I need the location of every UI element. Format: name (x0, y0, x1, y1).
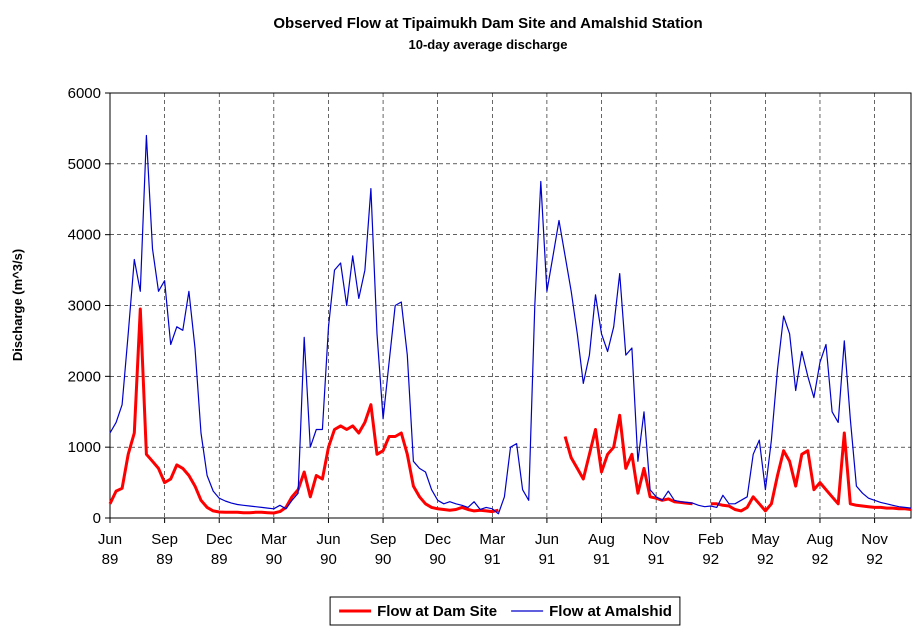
x-tick-label: Nov 92 (861, 531, 888, 568)
x-tick-label: Jun 89 (98, 531, 122, 568)
chart-subtitle: 10-day average discharge (409, 37, 568, 52)
y-tick-label: 1000 (68, 439, 101, 456)
x-tick-label: Jun 91 (535, 531, 559, 568)
series-line (108, 307, 912, 515)
x-tick-label: Nov 91 (643, 531, 670, 568)
y-tick-label: 2000 (68, 368, 101, 385)
x-tick-label: Dec 90 (424, 531, 451, 568)
chart-title: Observed Flow at Tipaimukh Dam Site and … (273, 15, 702, 32)
x-tick-label: Mar 90 (261, 531, 287, 568)
series-line (109, 134, 912, 515)
y-tick-label: 0 (93, 510, 101, 527)
legend-label: Flow at Amalshid (549, 603, 672, 620)
x-tick-label: Sep 89 (151, 531, 178, 568)
y-tick-label: 4000 (68, 227, 101, 244)
x-tick-label: Sep 90 (370, 531, 397, 568)
y-tick-label: 6000 (68, 85, 101, 102)
y-tick-label: 3000 (68, 298, 101, 315)
x-tick-label: Feb 92 (698, 531, 724, 568)
x-tick-label: Dec 89 (206, 531, 233, 568)
x-tick-label: Jun 90 (316, 531, 340, 568)
legend: Flow at Dam Site Flow at Amalshid (329, 596, 681, 626)
legend-box (329, 596, 681, 626)
y-tick-label: 5000 (68, 156, 101, 173)
x-tick-label: Mar 91 (479, 531, 505, 568)
legend-label: Flow at Dam Site (377, 603, 497, 620)
x-tick-label: Aug 92 (807, 531, 834, 568)
x-tick-label: Aug 91 (588, 531, 615, 568)
y-axis-label: Discharge (m^3/s) (10, 249, 25, 361)
x-tick-label: May 92 (751, 531, 780, 568)
